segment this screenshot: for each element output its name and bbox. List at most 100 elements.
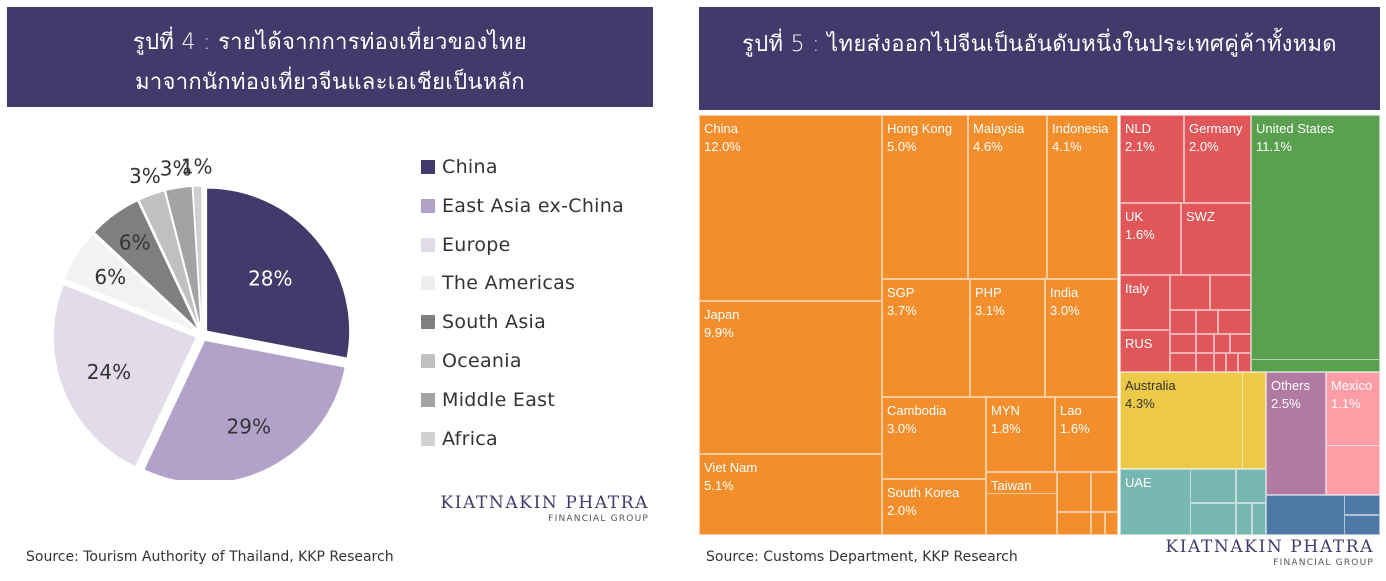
treemap-tile-value: 5.0% <box>887 139 917 154</box>
treemap-tile-value: 12.0% <box>704 139 741 154</box>
treemap-tile-australia: Australia 4.3% <box>1120 372 1266 469</box>
legend-swatch <box>421 237 435 252</box>
treemap-tile-name: Mexico <box>1331 378 1373 393</box>
legend-item-middle-east: Middle East <box>421 388 555 412</box>
treemap-tile-value: 1.6% <box>1125 227 1155 242</box>
pie-slice-europe <box>53 283 198 468</box>
treemap-tile-name: India <box>1050 285 1079 300</box>
treemap-tile-japan: Japan 9.9% <box>699 301 882 454</box>
legend-label: China <box>442 156 498 178</box>
treemap-minor-tile <box>1105 512 1118 535</box>
treemap-tile-myn: MYN 1.8% <box>986 397 1055 472</box>
pie-slice-china <box>206 187 351 359</box>
treemap-minor-tile <box>1214 353 1226 372</box>
treemap-minor-tile <box>1230 334 1251 353</box>
treemap-tile-value: 2.1% <box>1125 139 1155 154</box>
legend-swatch <box>421 392 435 407</box>
treemap-tile-value: 1.1% <box>1331 396 1361 411</box>
legend-item-europe: Europe <box>421 233 511 257</box>
treemap-tile-name: Hong Kong <box>887 121 953 136</box>
pie-chart: 28%29%24%6%6%3% 3%1% <box>53 154 351 480</box>
left-source-note: Source: Tourism Authority of Thailand, K… <box>26 549 394 565</box>
treemap-tile-rus: RUS <box>1120 330 1170 372</box>
left-title-line-1: รูปที่ 4 : รายได้จากการท่องเที่ยวของไทย <box>133 30 527 55</box>
pie-slice-oceania <box>138 190 201 330</box>
treemap-tile-value: 2.0% <box>887 503 917 518</box>
treemap-minor-tile <box>1252 503 1266 535</box>
treemap-tile-swz: SWZ <box>1181 203 1251 275</box>
treemap-tile-name: NLD <box>1125 121 1152 136</box>
treemap-minor-tile <box>1242 372 1266 469</box>
treemap-tile-name: Japan <box>704 307 740 322</box>
pie-slice-middle-east <box>164 185 202 330</box>
right-logo-wordmark: KIATNAKIN PHATRA <box>1165 537 1374 557</box>
treemap-tile-united-states: United States 11.1% <box>1251 115 1380 372</box>
treemap-tile-lao: Lao 1.6% <box>1055 397 1118 472</box>
treemap-tile-name: Germany <box>1189 121 1243 136</box>
treemap-minor-tile <box>1196 353 1214 372</box>
treemap-minor-tile <box>1170 310 1196 334</box>
pie-slice-east-asia-ex-china <box>143 339 346 480</box>
treemap-tile-name: Lao <box>1060 403 1082 418</box>
left-logo: KIATNAKIN PHATRA FINANCIAL GROUP <box>440 493 649 524</box>
treemap-minor-tile <box>1190 469 1236 503</box>
legend-label: Europe <box>442 233 511 256</box>
legend-swatch <box>421 431 435 446</box>
treemap-tile-italy: Italy <box>1120 275 1170 330</box>
legend-item-oceania: Oceania <box>421 349 522 373</box>
treemap-tile-value: 3.0% <box>887 421 917 436</box>
treemap-tile-name: Taiwan <box>991 478 1032 493</box>
treemap-tile-value: 4.6% <box>973 139 1003 154</box>
left-logo-subtitle: FINANCIAL GROUP <box>548 514 649 524</box>
treemap-minor-tile <box>1091 472 1118 512</box>
treemap-tile-value: 1.8% <box>991 421 1021 436</box>
treemap-tile-sgp: SGP 3.7% <box>882 279 970 397</box>
treemap-tile-value: 4.3% <box>1125 396 1155 411</box>
treemap-tile-malaysia: Malaysia 4.6% <box>968 115 1047 279</box>
treemap-tile-others: Others 2.5% <box>1266 372 1326 495</box>
treemap-tile-value: 11.1% <box>1256 139 1292 154</box>
legend-label: Africa <box>442 427 498 450</box>
pie-label-south-asia: 6% <box>119 230 151 254</box>
treemap-tile-value: 3.7% <box>887 303 917 318</box>
treemap-minor-tile <box>1170 353 1196 372</box>
legend-item-china: China <box>421 155 498 179</box>
pie-label-china: 28% <box>248 266 292 290</box>
right-logo-subtitle: FINANCIAL GROUP <box>1273 558 1374 568</box>
right-source-note: Source: Customs Department, KKP Research <box>706 549 1018 565</box>
treemap-minor-tile <box>1236 469 1266 503</box>
treemap-tile-php: PHP 3.1% <box>970 279 1045 397</box>
treemap-tile-name: SGP <box>887 285 915 300</box>
treemap-minor-tile <box>1170 275 1210 310</box>
legend-label: East Asia ex-China <box>442 194 625 217</box>
treemap-minor-tile <box>1214 334 1230 353</box>
treemap-tile-viet-nam: Viet Nam 5.1% <box>699 454 882 535</box>
pie-label-oceania: 3% <box>129 164 161 188</box>
treemap-tile-value: 3.0% <box>1050 303 1080 318</box>
treemap-minor-tile <box>1251 359 1380 372</box>
treemap-tile-india: India 3.0% <box>1045 279 1118 397</box>
legend-item-south-asia: South Asia <box>421 310 546 334</box>
treemap-minor-tile <box>1196 310 1218 334</box>
treemap-tile-name: China <box>704 121 738 136</box>
treemap-tile-value: 4.1% <box>1052 139 1082 154</box>
legend-label: Middle East <box>442 388 556 411</box>
treemap-tile-nld: NLD 2.1% <box>1120 115 1184 203</box>
treemap-tile-name: Others <box>1271 378 1311 393</box>
treemap-tile-name: UK <box>1125 209 1144 224</box>
left-title-line-2: มาจากนักท่องเที่ยวจีนและเอเชียเป็นหลัก <box>135 70 525 95</box>
treemap-tile-south-korea: South Korea 2.0% <box>882 479 986 535</box>
treemap-tile-name: South Korea <box>887 485 960 500</box>
treemap-minor-tile <box>1057 472 1091 512</box>
legend-swatch <box>421 198 435 213</box>
pie-slice-africa <box>192 185 203 330</box>
treemap-tile-value: 1.6% <box>1060 421 1090 436</box>
treemap-minor-tile <box>1091 512 1105 535</box>
legend-label: South Asia <box>442 311 547 334</box>
legend-swatch <box>421 315 435 330</box>
treemap-minor-tile <box>1236 503 1252 535</box>
treemap-tile-uk: UK 1.6% <box>1120 203 1181 275</box>
treemap-minor-tile <box>1190 503 1236 535</box>
treemap-tile-name: MYN <box>991 403 1020 418</box>
legend-label: The Americas <box>442 272 576 295</box>
